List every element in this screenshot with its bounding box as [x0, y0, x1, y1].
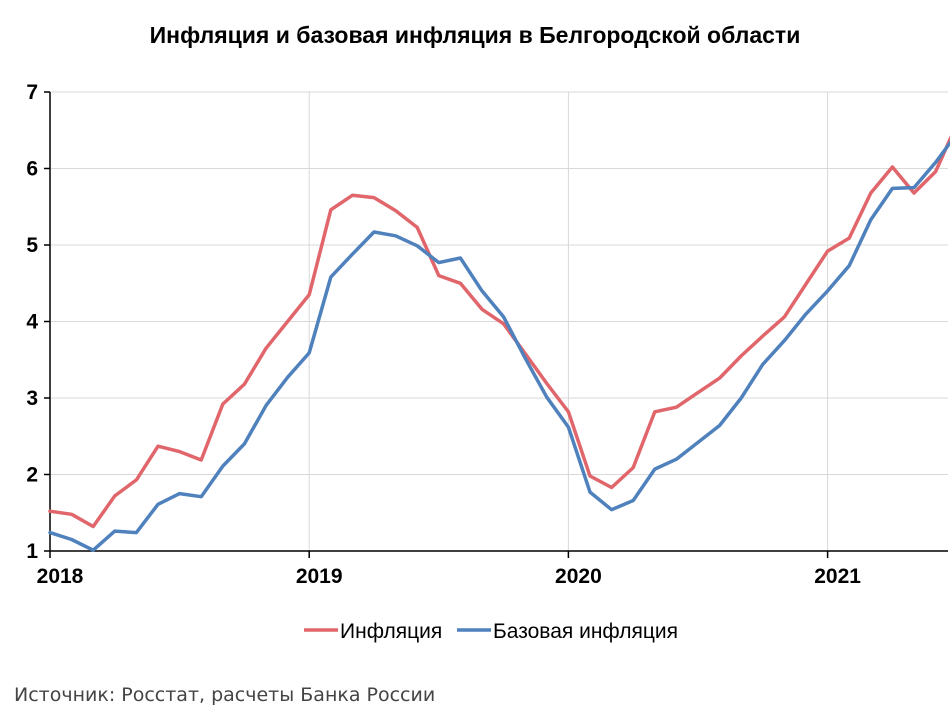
legend-label-inflation: Инфляция — [340, 620, 442, 643]
y-tick-label: 3 — [26, 387, 38, 410]
legend: Инфляция Базовая инфляция — [304, 620, 678, 643]
x-tick-label: 2020 — [555, 565, 602, 588]
y-tick-label: 7 — [26, 81, 38, 104]
axes — [44, 91, 948, 558]
series-line-inflation — [48, 135, 950, 529]
series-line-core-inflation — [48, 140, 950, 552]
y-tick-label: 1 — [26, 540, 38, 563]
x-tick-label: 2021 — [814, 565, 861, 588]
y-tick-label: 6 — [26, 158, 38, 181]
y-tick-label: 2 — [26, 464, 38, 487]
y-tick-label: 5 — [26, 234, 38, 257]
chart-title: Инфляция и базовая инфляция в Белгородск… — [149, 22, 801, 48]
series-lines — [48, 135, 950, 552]
y-tick-label: 4 — [26, 311, 38, 334]
x-tick-label: 2018 — [37, 565, 84, 588]
x-tick-label: 2019 — [296, 565, 343, 588]
source-note: Источник: Росстат, расчеты Банка России — [14, 684, 436, 706]
tick-labels: 1 2 3 4 5 6 7 2018 2019 2020 2021 — [26, 81, 861, 588]
legend-label-core-inflation: Базовая инфляция — [493, 620, 678, 643]
